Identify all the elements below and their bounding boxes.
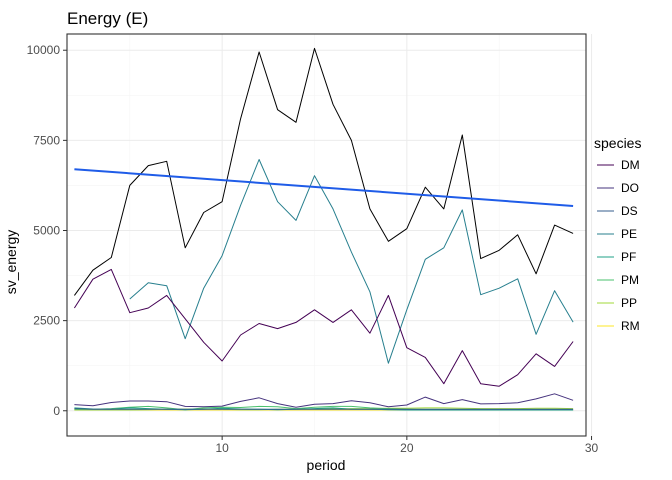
- series-lines: [73, 47, 574, 411]
- plot-panel-border: [66, 33, 587, 437]
- series-line-ds: [74, 408, 574, 410]
- legend-item-rm: RM: [597, 319, 640, 333]
- legend-label: RM: [621, 319, 640, 333]
- legend-items: DM DO DS PE PF PM PP RM: [597, 158, 640, 333]
- total-energy-line: [73, 47, 574, 296]
- y-tick-label: 10000: [27, 43, 61, 57]
- legend-label: DM: [621, 158, 640, 172]
- legend-title: species: [594, 135, 641, 151]
- series-line-pe: [129, 159, 574, 364]
- legend-item-do: DO: [597, 181, 639, 195]
- plot-panel-background: [67, 34, 586, 436]
- y-axis-title: sv_energy: [3, 230, 19, 295]
- legend-label: PF: [621, 250, 636, 264]
- legend-label: DO: [621, 181, 639, 195]
- legend-item-pf: PF: [597, 250, 636, 264]
- x-axis: 10 20 30: [215, 436, 599, 455]
- legend-item-dm: DM: [597, 158, 640, 172]
- legend-item-pp: PP: [597, 296, 637, 310]
- y-tick-label: 0: [53, 404, 60, 418]
- legend: species DM DO DS PE PF PM PP RM: [594, 135, 641, 333]
- plot-panel: [66, 33, 593, 437]
- legend-label: PM: [621, 273, 639, 287]
- series-line-dm: [73, 268, 574, 387]
- y-tick-label: 2500: [33, 314, 60, 328]
- chart-title: Energy (E): [67, 9, 148, 28]
- grid-lines: [67, 34, 593, 436]
- trend-line: [74, 168, 574, 207]
- x-tick-label: 30: [585, 441, 599, 455]
- x-axis-title: period: [307, 457, 346, 473]
- legend-label: PP: [621, 296, 637, 310]
- x-tick-label: 10: [215, 441, 229, 455]
- y-tick-label: 5000: [33, 223, 60, 237]
- legend-item-ds: DS: [597, 204, 638, 218]
- series-line-do: [74, 393, 574, 408]
- legend-label: DS: [621, 204, 638, 218]
- legend-item-pm: PM: [597, 273, 639, 287]
- y-tick-label: 7500: [33, 133, 60, 147]
- x-tick-label: 20: [400, 441, 414, 455]
- legend-item-pe: PE: [597, 227, 637, 241]
- y-axis: 0 2500 5000 7500 10000: [27, 43, 67, 418]
- legend-label: PE: [621, 227, 637, 241]
